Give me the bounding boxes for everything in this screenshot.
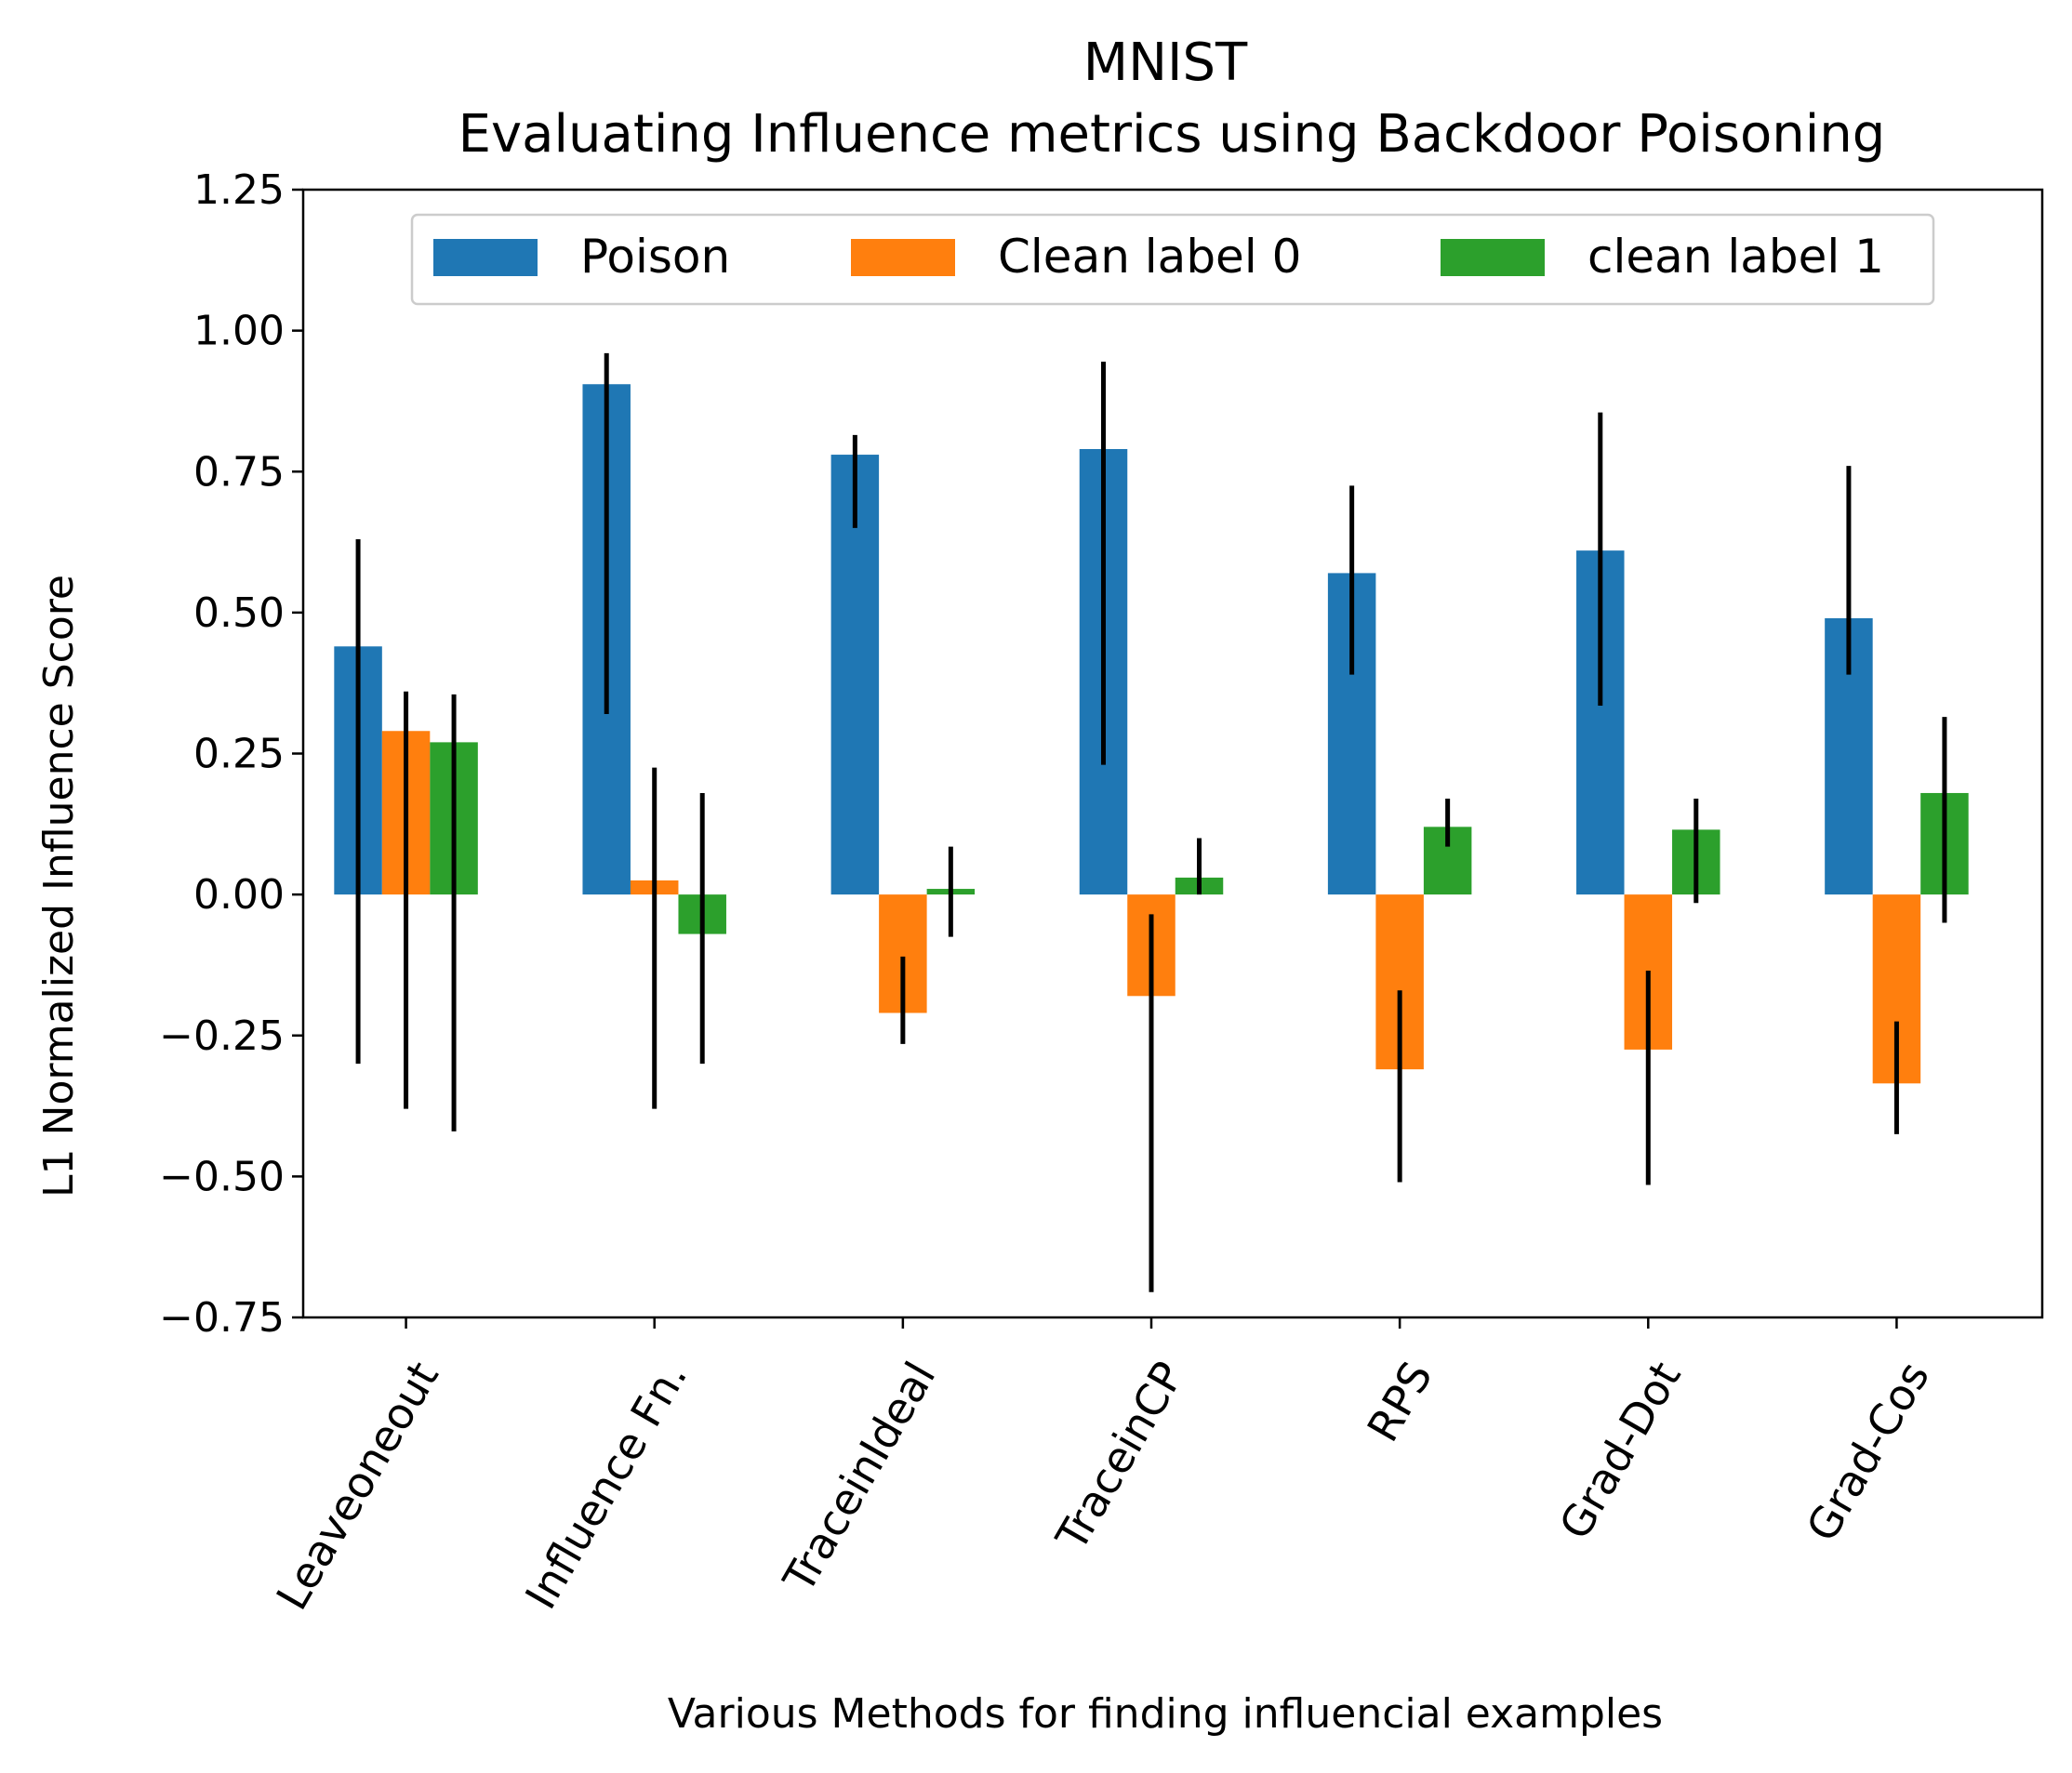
y-tick-label-3: 0.00 (193, 871, 285, 919)
legend-box (410, 213, 1935, 306)
y-tick-label-1: −0.50 (159, 1153, 285, 1200)
chart-subtitle: Evaluating Influence metrics using Backd… (458, 104, 1886, 165)
y-tick-label-7: 1.00 (193, 308, 285, 355)
y-tick-label-6: 0.75 (193, 448, 285, 496)
legend-swatch-clean-label-0 (851, 239, 955, 276)
legend: Poison Clean label 0 clean label 1 (410, 213, 1935, 306)
legend-swatch-poison (433, 239, 538, 276)
y-tick-label-4: 0.25 (193, 731, 285, 778)
y-tick-label-8: 1.25 (193, 166, 285, 214)
legend-label-clean-label-0: Clean label 0 (998, 230, 1301, 284)
legend-swatch-clean-label-1 (1441, 239, 1545, 276)
errorbars-layer (355, 352, 1947, 1292)
legend-label-poison: Poison (580, 230, 730, 284)
chart-title: MNIST (1083, 33, 1248, 93)
y-tick-label-2: −0.25 (159, 1012, 285, 1060)
y-tick-label-5: 0.50 (193, 589, 285, 637)
legend-label-clean-label-1: clean label 1 (1587, 230, 1884, 284)
y-axis-label: L1 Normalized Influence Score (35, 575, 83, 1197)
x-axis-label: Various Methods for finding influencial … (668, 1690, 1663, 1738)
y-tick-label-0: −0.75 (159, 1294, 285, 1342)
